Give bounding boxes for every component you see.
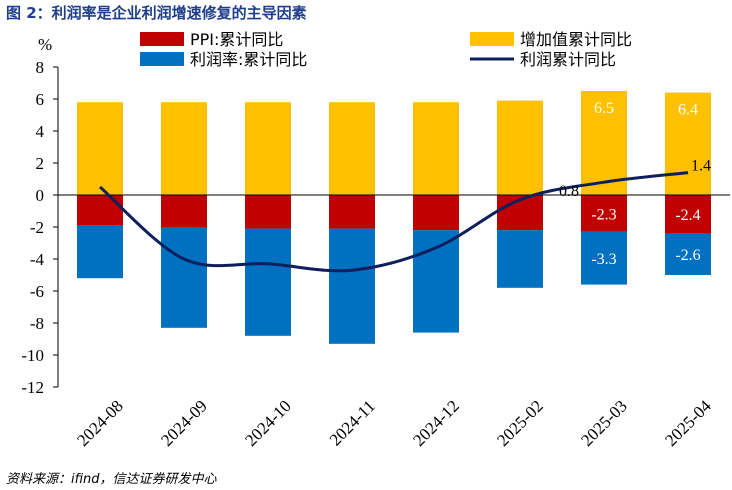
figure-source: 资料来源：ifind，信达证券研发中心 [6, 472, 217, 487]
bar-0-2 [245, 195, 291, 229]
bar-0-0 [77, 195, 123, 226]
legend-label: 增加值累计同比 [520, 30, 632, 49]
legend-label: 利润累计同比 [520, 50, 616, 69]
bar-2-1 [161, 227, 207, 328]
bar-0-1 [161, 195, 207, 227]
x-tick-label: 2025-03 [577, 396, 631, 450]
bar-1-6 [581, 91, 627, 195]
data-label: 6.4 [678, 102, 698, 119]
data-label: 0.8 [559, 183, 579, 200]
legend-swatch [140, 52, 184, 66]
x-tick-label: 2024-11 [326, 396, 379, 449]
y-tick-label: -10 [21, 346, 44, 365]
bar-2-7 [665, 233, 711, 275]
figure-title: 图 2：利润率是企业利润增速修复的主导因素 [6, 4, 307, 22]
bar-0-3 [329, 195, 375, 229]
bar-1-4 [413, 102, 459, 195]
bar-1-1 [161, 102, 207, 195]
y-tick-label: 8 [36, 58, 45, 77]
y-tick-label: 2 [36, 154, 45, 173]
y-tick-label: 4 [36, 122, 45, 141]
bar-1-7 [665, 92, 711, 195]
line-layer [99, 171, 689, 273]
y-tick-label: -4 [30, 250, 45, 269]
y-axis-unit: % [38, 35, 52, 54]
data-label: -2.3 [591, 206, 616, 223]
y-tick-label: -6 [30, 282, 44, 301]
legend-label: 利润率:累计同比 [190, 50, 307, 69]
y-tick-label: 0 [36, 186, 45, 205]
bar-2-2 [245, 228, 291, 336]
y-tick-label: -2 [30, 218, 44, 237]
x-tick-label: 2025-04 [661, 396, 715, 450]
x-tick-label: 2024-09 [157, 396, 211, 450]
bar-2-6 [581, 231, 627, 285]
legend-label: PPI:累计同比 [190, 30, 283, 49]
bar-1-3 [329, 102, 375, 195]
x-tick-label: 2024-10 [241, 396, 295, 450]
bar-2-5 [497, 230, 543, 288]
data-label: -2.6 [675, 247, 700, 264]
bar-2-0 [77, 225, 123, 279]
x-tick-label: 2025-02 [493, 396, 547, 450]
labels-layer: 6.5 6.4 -2.3 -2.4 -3.3 -2.6 0.8 1.4 [559, 100, 711, 268]
bar-1-2 [245, 102, 291, 195]
x-tick-label: 2024-08 [73, 396, 127, 450]
bar-0-7 [665, 195, 711, 234]
data-label: 6.5 [594, 100, 614, 117]
y-tick-label: -8 [30, 314, 44, 333]
bar-0-4 [413, 195, 459, 231]
bar-1-5 [497, 100, 543, 195]
bar-1-0 [77, 102, 123, 195]
bar-0-6 [581, 195, 627, 232]
y-tick-label: -12 [21, 378, 44, 397]
legend-swatch [470, 32, 514, 46]
bar-2-4 [413, 230, 459, 333]
data-label: -2.4 [675, 207, 700, 224]
chart: 8 6 4 2 0 -2 -4 -6 -8 -10 -12% 2024-08 2024-09 2024-1… [21, 30, 730, 450]
data-label: 1.4 [691, 158, 711, 175]
x-tick-label: 2024-12 [409, 396, 463, 450]
bar-2-3 [329, 228, 375, 344]
data-label: -3.3 [591, 251, 616, 268]
legend-swatch [140, 32, 184, 46]
line-profit-ytd [99, 171, 689, 273]
y-tick-label: 6 [36, 90, 45, 109]
